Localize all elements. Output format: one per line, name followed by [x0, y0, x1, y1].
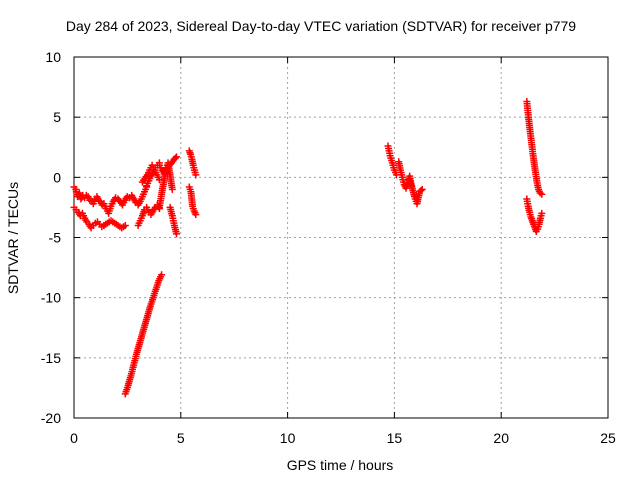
chart-title: Day 284 of 2023, Sidereal Day-to-day VTE…	[66, 18, 576, 34]
grid-lines	[74, 57, 608, 418]
y-tick-label: -10	[41, 290, 61, 306]
y-tick-label: -5	[49, 230, 62, 246]
x-tick-label: 0	[70, 430, 78, 446]
y-tick-label: 10	[45, 49, 61, 65]
x-tick-label: 20	[493, 430, 509, 446]
data-point	[538, 190, 546, 198]
data-point	[192, 211, 200, 219]
data-series-p779	[70, 98, 546, 398]
y-axis: -20 -15 -10 -5 0 5 10	[41, 49, 608, 426]
x-axis: 0 5 10 15 20 25	[70, 57, 616, 446]
data-point	[155, 176, 163, 184]
data-point	[121, 222, 129, 229]
x-tick-label: 15	[387, 430, 403, 446]
data-point	[168, 185, 176, 193]
x-tick-label: 10	[280, 430, 296, 446]
y-tick-label: -20	[41, 410, 61, 426]
data-point	[192, 171, 200, 179]
data-point	[171, 154, 179, 162]
y-tick-label: -15	[41, 350, 61, 366]
data-point	[417, 187, 425, 195]
x-tick-label: 25	[600, 430, 616, 446]
x-axis-label: GPS time / hours	[287, 457, 394, 473]
y-tick-label: 5	[53, 109, 61, 125]
y-tick-label: 0	[53, 169, 61, 185]
data-point	[418, 185, 426, 193]
data-point	[173, 230, 180, 238]
data-point	[538, 209, 546, 217]
y-axis-label: SDTVAR / TECUs	[5, 182, 21, 294]
x-tick-label: 5	[177, 430, 185, 446]
data-point	[158, 271, 166, 279]
data-point	[173, 153, 180, 161]
